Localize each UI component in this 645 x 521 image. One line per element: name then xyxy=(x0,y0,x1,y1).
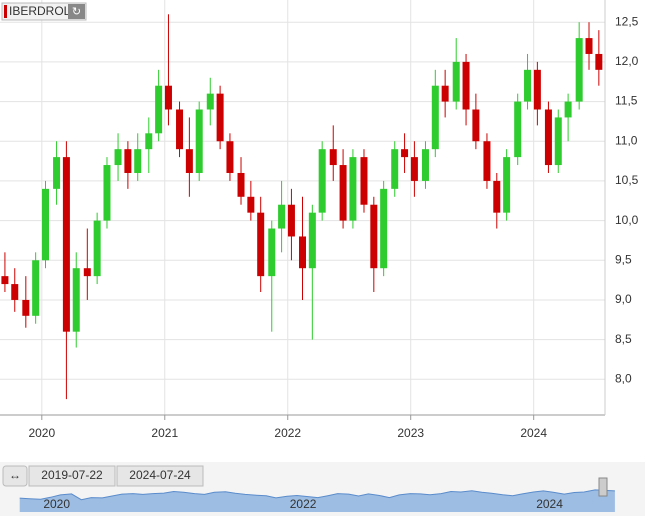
y-tick-label: 12,0 xyxy=(615,54,639,68)
y-tick-label: 11,5 xyxy=(615,94,638,108)
candle-body xyxy=(145,133,153,150)
range-toggle[interactable] xyxy=(2,465,28,487)
x-tick-label: 2022 xyxy=(274,426,301,440)
candle-body xyxy=(564,101,572,118)
y-tick-label: 12,5 xyxy=(615,14,639,28)
navigator-tick-label: 2020 xyxy=(43,497,70,511)
y-tick-label: 9,0 xyxy=(615,292,632,306)
navigator-tick-label: 2022 xyxy=(290,497,317,511)
candle-body xyxy=(103,165,111,221)
navigator-line xyxy=(19,489,615,501)
x-tick-label: 2024 xyxy=(520,426,547,440)
candle-body xyxy=(524,69,532,102)
candle-body xyxy=(83,268,91,277)
candle-body xyxy=(329,149,337,166)
candle-body xyxy=(1,276,9,285)
candle-body xyxy=(575,38,583,102)
candle-body xyxy=(503,157,511,213)
navigator: ↔ 2019-07-22 2024-07-24 2020 2022 2024 xyxy=(0,462,645,516)
navigator-handle xyxy=(598,477,608,497)
to-date-text: 2024-07-24 xyxy=(129,468,191,482)
legend-box xyxy=(1,2,87,21)
candle-body xyxy=(299,236,306,269)
y-tick-label: 9,5 xyxy=(615,252,632,266)
candle-body xyxy=(533,69,541,110)
candle-body xyxy=(431,85,439,150)
candle-body xyxy=(268,228,276,277)
candle-body xyxy=(247,196,255,213)
candle-body xyxy=(278,204,286,229)
legend[interactable]: IBERDROL ↻ xyxy=(1,2,87,21)
candle-body xyxy=(472,109,480,142)
candle-body xyxy=(452,61,460,102)
candle-body xyxy=(62,157,70,332)
candle-body xyxy=(349,157,357,221)
candle-body xyxy=(226,141,234,173)
candle-body xyxy=(462,61,470,110)
x-tick-label: 2023 xyxy=(397,426,424,440)
candle-body xyxy=(185,149,193,173)
candle-body xyxy=(544,109,552,166)
candle-body xyxy=(287,204,295,237)
candle-body xyxy=(585,38,593,54)
candle-body xyxy=(53,157,61,189)
navigator-area xyxy=(19,489,615,512)
refresh-button[interactable] xyxy=(68,4,85,19)
legend-swatch xyxy=(4,5,7,18)
candle-body xyxy=(554,117,562,166)
x-tick-label: 2021 xyxy=(151,426,178,440)
legend-title: IBERDROL xyxy=(9,4,71,18)
candle-body xyxy=(257,212,265,277)
candle-body xyxy=(421,149,429,181)
candle-body xyxy=(41,188,49,261)
candle-body xyxy=(195,109,203,173)
candle-body xyxy=(410,157,418,181)
candle-body xyxy=(595,53,603,70)
candle-body xyxy=(134,149,142,173)
candle-body xyxy=(360,157,368,205)
candle-body xyxy=(11,284,19,300)
candle-body xyxy=(22,299,30,316)
candle-body xyxy=(401,149,409,158)
candle-body xyxy=(164,85,172,110)
candle-body xyxy=(380,188,388,269)
candle-body xyxy=(216,93,224,142)
y-tick-label: 8,5 xyxy=(615,332,632,346)
x-tick-label: 2020 xyxy=(28,426,55,440)
candle-body xyxy=(93,220,101,277)
navigator-tick-label: 2024 xyxy=(536,497,563,511)
candle-body xyxy=(124,149,132,173)
candle-body xyxy=(32,260,40,316)
candle-body xyxy=(72,268,80,332)
from-date-text: 2019-07-22 xyxy=(41,468,103,482)
y-tick-label: 8,0 xyxy=(615,371,632,385)
y-tick-label: 11,0 xyxy=(615,133,638,147)
candle-body xyxy=(114,149,122,166)
candle-body xyxy=(514,101,522,158)
y-tick-label: 10,5 xyxy=(615,173,639,187)
candle-body xyxy=(206,93,214,110)
refresh-icon: ↻ xyxy=(72,6,81,18)
candle-body xyxy=(237,172,245,197)
candle-body xyxy=(441,85,449,102)
candle-body xyxy=(308,212,316,269)
candle-body xyxy=(339,165,347,221)
candle-body xyxy=(370,204,378,269)
candle-body xyxy=(176,109,184,150)
range-icon: ↔ xyxy=(9,468,21,482)
from-date[interactable] xyxy=(28,465,116,487)
to-date[interactable] xyxy=(116,465,204,487)
candle-body xyxy=(483,141,491,181)
candle-body xyxy=(155,85,163,134)
candle-body xyxy=(493,180,501,213)
plot: 8,0 8,5 9,0 9,5 10,0 10,5 11,0 11,5 12,0 12,5 2020… xyxy=(0,0,639,440)
candle-body xyxy=(318,149,326,213)
candle-body xyxy=(391,149,399,189)
y-tick-label: 10,0 xyxy=(615,213,639,227)
